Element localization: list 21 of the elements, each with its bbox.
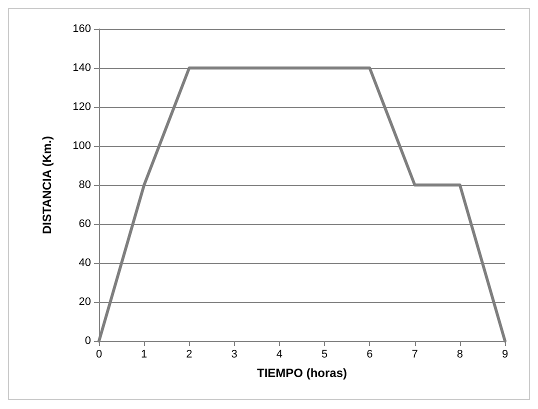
y-tick-label: 160 [72,23,91,35]
x-tick-label: 2 [186,348,192,360]
y-tick-label: 140 [72,62,91,74]
y-tick-label: 0 [84,335,91,347]
x-tick-label: 9 [502,348,508,360]
x-tick-label: 7 [412,348,418,360]
x-tick-label: 1 [141,348,148,360]
x-tick-label: 5 [321,348,328,360]
y-tick-label: 80 [78,179,91,191]
x-axis-title: TIEMPO (horas) [256,366,348,380]
y-axis-title: DISTANCIA (Km.) [40,136,54,234]
x-tick-label: 4 [276,348,283,360]
y-tick-label: 60 [78,218,91,230]
x-tick-label: 6 [366,348,373,360]
y-tick-label: 40 [78,257,91,269]
x-tick-label: 0 [96,348,102,360]
y-tick-label: 20 [78,296,91,308]
y-tick-label: 120 [72,101,91,113]
x-tick-label: 3 [231,348,238,360]
y-tick-label: 100 [72,140,91,152]
x-tick-label: 8 [456,348,463,360]
